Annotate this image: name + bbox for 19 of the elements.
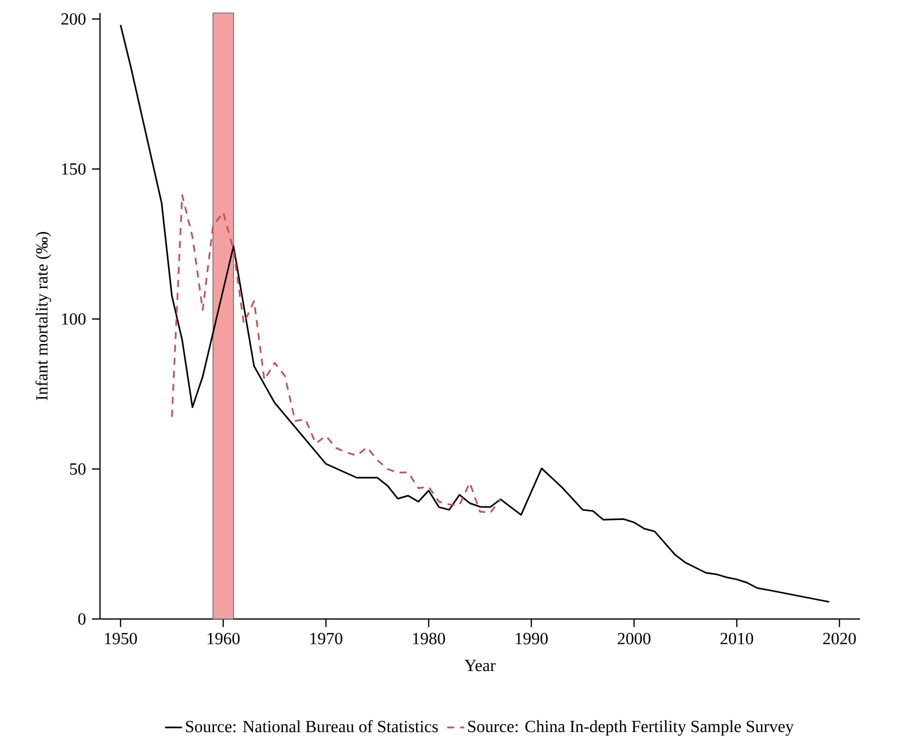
x-tick-label: 1980 <box>413 633 446 644</box>
x-tick-label: 1950 <box>105 633 137 644</box>
y-tick-label: 200 <box>61 13 86 25</box>
line-series <box>120 24 830 603</box>
x-axis-title: Year <box>464 660 496 672</box>
y-tick-label: 100 <box>62 313 86 325</box>
y-tick-label: 0 <box>78 613 86 625</box>
legend-label: Source: National Bureau of Statistics <box>186 720 438 733</box>
legend-label: Source: China In-depth Fertility Sample Survey <box>468 720 794 736</box>
y-tick-label: 50 <box>70 463 86 475</box>
x-tick-label: 1990 <box>516 633 548 644</box>
line-series <box>171 194 502 514</box>
x-tick-label: 2000 <box>618 633 650 644</box>
x-tick-label: 2010 <box>720 633 754 644</box>
x-tick-label: 1970 <box>310 633 342 644</box>
y-tick-label: 150 <box>62 163 86 175</box>
x-tick-label: 1960 <box>208 633 240 644</box>
x-tick-label: 2020 <box>823 633 856 644</box>
y-axis-title: Infant mortality rate (‰) <box>35 232 52 400</box>
